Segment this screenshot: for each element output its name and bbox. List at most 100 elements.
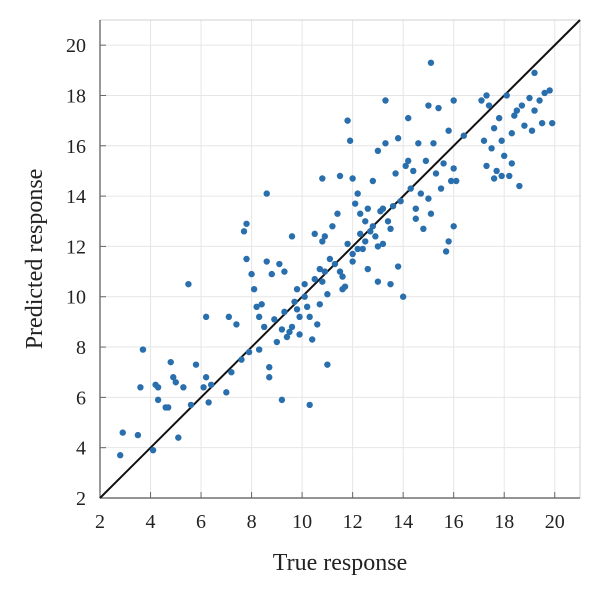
data-point [387, 225, 394, 233]
data-point [223, 389, 230, 396]
data-point [546, 87, 553, 94]
data-point [536, 97, 543, 104]
data-point [349, 175, 356, 182]
data-point [480, 137, 488, 144]
data-point [417, 190, 425, 197]
data-point [367, 228, 374, 235]
data-point [139, 346, 147, 353]
data-point [192, 361, 200, 368]
x-tick-label: 20 [545, 511, 565, 533]
reference-line [99, 19, 581, 499]
data-point [359, 245, 366, 253]
data-point [202, 374, 210, 381]
data-point [437, 185, 445, 192]
data-point [351, 200, 359, 207]
data-point [250, 285, 258, 293]
data-point [336, 172, 344, 180]
data-point [233, 321, 240, 328]
data-point [180, 384, 187, 391]
data-point [273, 338, 281, 346]
y-tick-label: 4 [76, 438, 86, 460]
data-point [531, 107, 538, 114]
data-point [447, 177, 455, 185]
data-point [397, 197, 404, 205]
data-point [319, 238, 326, 245]
data-point [399, 293, 407, 300]
data-point [483, 162, 490, 170]
data-point [349, 250, 356, 258]
data-point [538, 119, 546, 127]
data-point [288, 323, 296, 331]
data-point [319, 175, 326, 182]
data-point [278, 396, 286, 404]
y-tick-label: 14 [66, 186, 86, 208]
axes [99, 20, 580, 499]
data-point [286, 328, 293, 336]
data-point [374, 243, 382, 250]
data-point [498, 137, 505, 144]
data-point [240, 228, 248, 235]
data-point [513, 107, 521, 114]
x-tick-label: 10 [292, 511, 312, 533]
data-point [346, 137, 354, 144]
data-point [339, 273, 346, 280]
data-point [311, 230, 318, 238]
x-tick-label: 14 [393, 511, 413, 533]
data-point [281, 268, 288, 275]
data-point [394, 135, 402, 142]
data-point [531, 69, 538, 77]
data-point [425, 102, 432, 109]
x-tick-label: 12 [343, 511, 363, 533]
y-axis-title: Predicted response [22, 169, 48, 350]
data-point [478, 97, 485, 104]
data-point [485, 102, 493, 109]
data-point [488, 145, 495, 152]
data-point [490, 124, 498, 132]
data-point [506, 172, 513, 180]
data-point [187, 401, 195, 409]
data-point [316, 265, 323, 273]
data-point [415, 140, 422, 147]
data-point [460, 132, 467, 139]
data-point [518, 102, 526, 109]
data-point [266, 363, 273, 371]
data-point [268, 270, 275, 278]
data-point [362, 218, 369, 225]
data-point [427, 210, 435, 217]
data-point [341, 283, 349, 290]
data-point [541, 89, 548, 97]
data-point [281, 308, 288, 316]
data-point [207, 381, 215, 388]
data-point [243, 255, 250, 263]
y-tick-label: 20 [66, 35, 86, 57]
data-point [440, 160, 447, 167]
data-point [384, 218, 392, 225]
x-tick-label: 18 [494, 511, 514, 533]
data-point [379, 205, 387, 212]
data-point [276, 260, 283, 268]
data-point [225, 313, 233, 321]
data-point [309, 336, 316, 343]
data-point [311, 275, 318, 283]
data-point [329, 223, 336, 230]
data-point [392, 170, 399, 177]
data-point [253, 303, 260, 310]
x-tick-label: 16 [444, 511, 464, 533]
data-point [314, 321, 321, 328]
data-point [200, 384, 207, 391]
data-point [450, 165, 457, 172]
data-point [205, 399, 212, 406]
data-point [344, 240, 351, 248]
data-point [344, 117, 351, 124]
data-points [117, 59, 556, 459]
data-point [369, 223, 377, 230]
data-point [493, 167, 500, 175]
data-point [266, 374, 273, 381]
data-point [402, 162, 409, 170]
data-point [316, 301, 323, 308]
data-point [357, 230, 364, 238]
data-point [364, 205, 371, 212]
data-point [255, 313, 263, 321]
x-axis-title: True response [273, 550, 407, 576]
y-tick-label: 16 [66, 136, 86, 158]
